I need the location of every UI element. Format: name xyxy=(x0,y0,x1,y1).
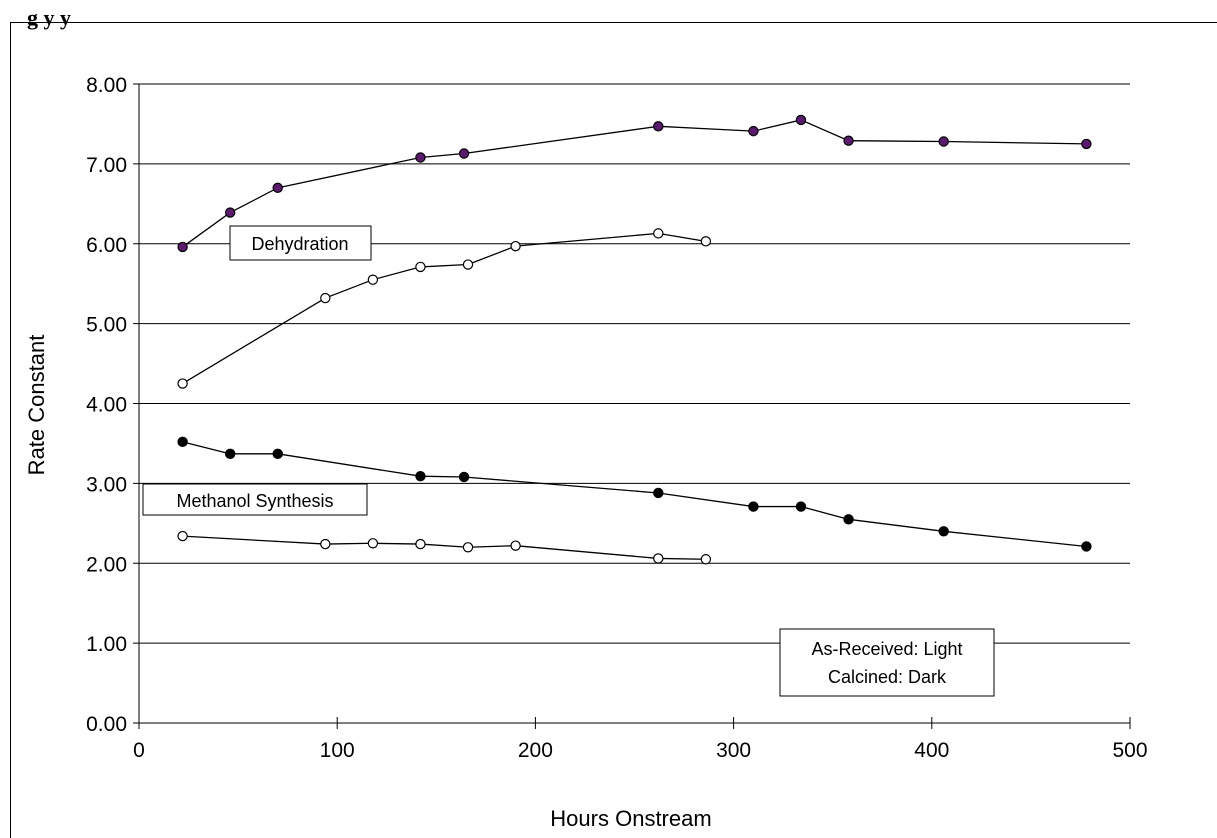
y-tick-label: 8.00 xyxy=(86,74,127,97)
x-tick-label: 200 xyxy=(518,739,553,762)
data-point xyxy=(653,487,664,499)
data-point xyxy=(415,538,426,550)
data-point xyxy=(272,448,283,460)
series-line xyxy=(182,232,706,385)
data-point xyxy=(177,241,188,253)
chart-frame: g y y xyxy=(10,5,1217,838)
x-tick-label: 400 xyxy=(914,739,949,762)
data-point xyxy=(653,553,664,564)
y-tick-label: 2.00 xyxy=(86,553,127,576)
data-point xyxy=(224,207,236,218)
x-axis-title: Hours Onstream xyxy=(550,806,711,831)
data-point xyxy=(510,540,521,551)
data-point xyxy=(177,378,188,389)
legend-note: As-Received: Light Calcined: Dark xyxy=(779,628,995,697)
y-tick-label: 0.00 xyxy=(86,713,127,736)
data-point xyxy=(458,471,470,483)
x-tick-label: 0 xyxy=(133,739,145,762)
tick-labels: 0.00 1.00 2.00 3.00 4.00 5.00 6.00 7.00 8.00 0 100… xyxy=(86,74,1147,762)
data-point xyxy=(748,501,759,512)
data-point xyxy=(795,114,807,126)
data-point xyxy=(938,526,949,537)
data-point xyxy=(700,236,712,247)
series-0 xyxy=(177,114,1092,253)
data-point xyxy=(224,448,236,460)
data-point xyxy=(700,554,712,565)
series-3 xyxy=(177,530,712,565)
data-point xyxy=(1081,138,1092,150)
y-tick-label: 5.00 xyxy=(86,314,127,337)
y-tick-label: 7.00 xyxy=(86,154,127,177)
data-point xyxy=(177,436,188,448)
gridlines xyxy=(139,83,1130,644)
y-tick-label: 4.00 xyxy=(86,394,127,417)
annotation-dehydration: Dehydration xyxy=(229,225,372,261)
series-2 xyxy=(177,436,1092,552)
series-layer xyxy=(177,114,1092,565)
legend-note-line1: As-Received: Light xyxy=(811,639,962,659)
data-point xyxy=(415,470,426,482)
data-point xyxy=(367,538,379,549)
data-point xyxy=(272,182,283,194)
y-tick-label: 3.00 xyxy=(86,473,127,496)
annotation-dehydration-label: Dehydration xyxy=(251,234,348,254)
series-1 xyxy=(177,228,712,389)
x-tick-label: 100 xyxy=(320,739,355,762)
y-tick-label: 1.00 xyxy=(86,633,127,656)
data-point xyxy=(748,125,759,137)
x-tick-label: 500 xyxy=(1112,739,1147,762)
data-point xyxy=(938,136,949,147)
data-point xyxy=(795,501,807,512)
data-point xyxy=(653,121,664,132)
data-point xyxy=(177,530,188,542)
data-point xyxy=(462,259,474,270)
legend-note-line2: Calcined: Dark xyxy=(828,667,947,687)
series-line xyxy=(182,535,706,560)
axes xyxy=(133,83,1131,729)
data-point xyxy=(510,240,521,252)
data-point xyxy=(843,514,854,525)
chart-title-fragment: g y y xyxy=(27,5,71,30)
y-tick-label: 6.00 xyxy=(86,234,127,257)
y-axis-title: Rate Constant xyxy=(24,335,49,476)
data-point xyxy=(415,152,426,163)
x-tick-label: 300 xyxy=(716,739,751,762)
annotation-methanol: Methanol Synthesis xyxy=(142,483,368,516)
data-point xyxy=(458,148,470,159)
annotation-methanol-label: Methanol Synthesis xyxy=(176,491,333,511)
data-point xyxy=(843,135,854,146)
data-point xyxy=(367,274,379,285)
data-point xyxy=(1081,541,1092,552)
data-point xyxy=(415,261,426,273)
data-point xyxy=(653,228,664,239)
data-point xyxy=(320,538,331,550)
data-point xyxy=(320,292,331,304)
data-point xyxy=(462,542,474,553)
